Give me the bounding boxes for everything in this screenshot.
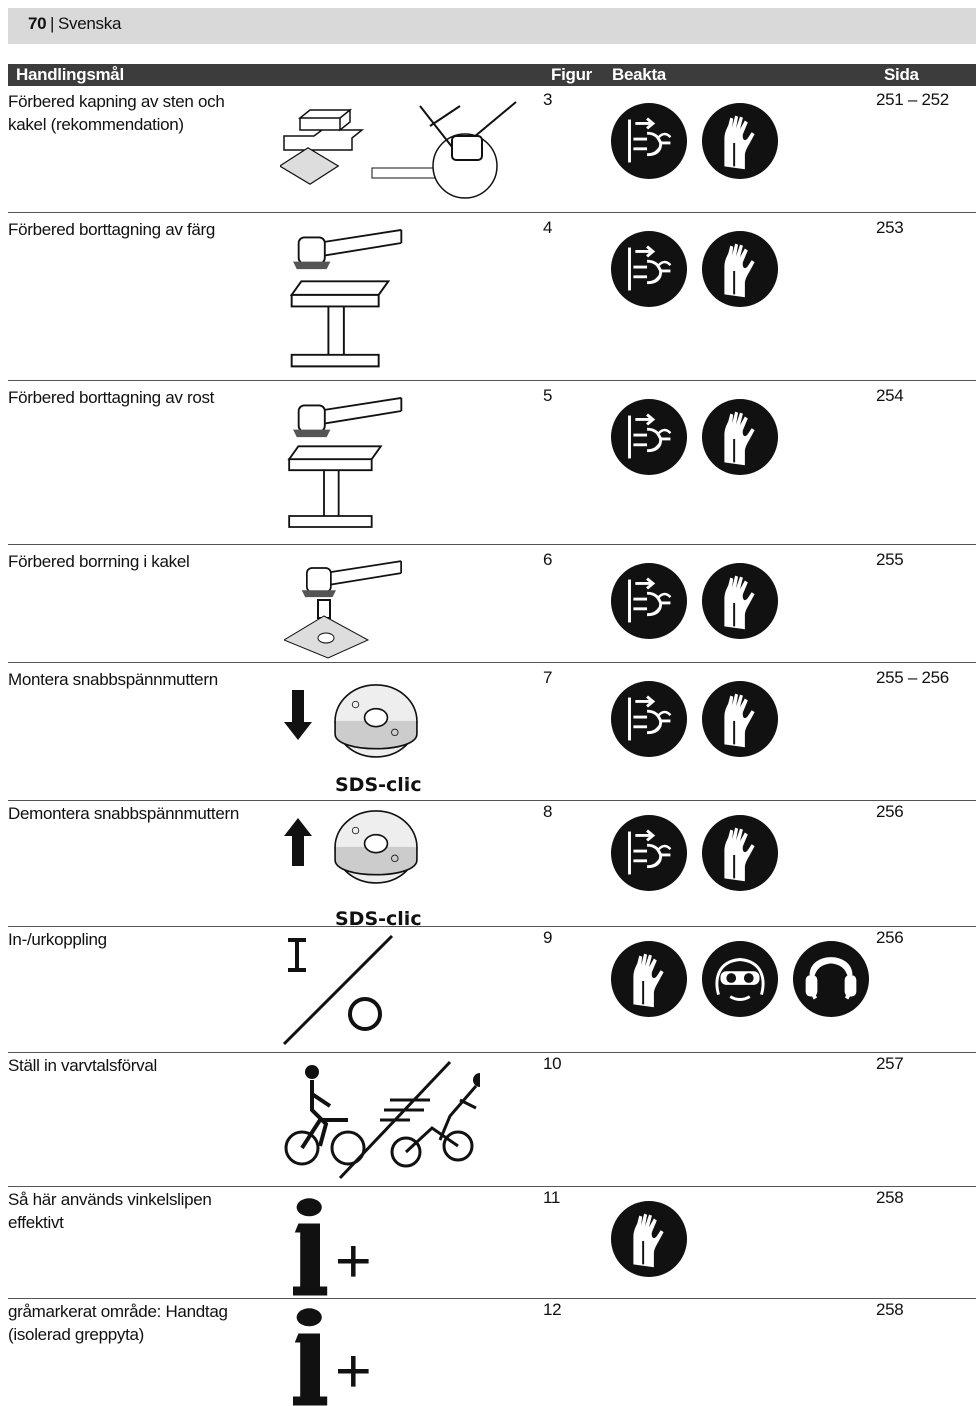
page-ref: 258 bbox=[876, 1188, 904, 1207]
safety-icon-gloves bbox=[701, 230, 779, 308]
safety-icon-gloves bbox=[610, 940, 688, 1018]
figure-image bbox=[288, 396, 403, 528]
row-separator bbox=[8, 544, 976, 545]
figure-image bbox=[284, 1306, 374, 1406]
safety-icon-gloves bbox=[701, 562, 779, 640]
safety-icon-gloves bbox=[701, 398, 779, 476]
action-label: Så här används vinkelslipen effektivt bbox=[8, 1190, 212, 1232]
figure-image bbox=[284, 810, 418, 884]
safety-icon-unplug bbox=[610, 102, 688, 180]
safety-icon-gloves bbox=[701, 680, 779, 758]
figure-image bbox=[290, 228, 403, 368]
table-header: Handlingsmål Figur Beakta Sida bbox=[8, 64, 976, 86]
page-ref: 256 bbox=[876, 802, 904, 821]
safety-icon-gloves bbox=[701, 814, 779, 892]
safety-icon-unplug bbox=[610, 230, 688, 308]
page-ref: 253 bbox=[876, 218, 904, 237]
figure-image bbox=[284, 684, 418, 758]
page-number: 70 bbox=[28, 14, 47, 33]
figure-image bbox=[282, 934, 394, 1046]
action-label: Förbered kapning av sten och kakel (reko… bbox=[8, 92, 225, 134]
figure-number: 12 bbox=[543, 1300, 562, 1319]
col-header: Handlingsmål bbox=[16, 65, 124, 84]
safety-icon-unplug bbox=[610, 680, 688, 758]
figure-image bbox=[284, 1196, 374, 1296]
figure-number: 11 bbox=[543, 1188, 561, 1207]
page-ref: 251 – 252 bbox=[876, 90, 949, 109]
row-separator bbox=[8, 380, 976, 381]
page-ref: 257 bbox=[876, 1054, 904, 1073]
figure-number: 4 bbox=[543, 218, 553, 237]
safety-icon-unplug bbox=[610, 814, 688, 892]
row-separator bbox=[8, 212, 976, 213]
header-band: 70 | Svenska bbox=[8, 8, 976, 44]
action-label: Förbered borttagning av färg bbox=[8, 220, 216, 239]
language: Svenska bbox=[58, 14, 122, 33]
page-ref: 256 bbox=[876, 928, 904, 947]
figure-number: 7 bbox=[543, 668, 553, 687]
action-label: gråmarkerat område: Handtag (isolerad gr… bbox=[8, 1302, 228, 1344]
safety-icon-gloves bbox=[610, 1200, 688, 1278]
row-separator bbox=[8, 926, 976, 927]
figure-number: 6 bbox=[543, 550, 553, 569]
action-label: In-/urkoppling bbox=[8, 930, 107, 949]
page-ref: 255 bbox=[876, 550, 904, 569]
figure-number: 3 bbox=[543, 90, 553, 109]
page-ref: 255 – 256 bbox=[876, 668, 949, 687]
col-header: Beakta bbox=[612, 65, 666, 84]
image-label: SDS-clic bbox=[335, 908, 422, 930]
row-separator bbox=[8, 800, 976, 801]
page-ref: 258 bbox=[876, 1300, 904, 1319]
row-separator bbox=[8, 1298, 976, 1299]
safety-icon-gloves bbox=[701, 102, 779, 180]
action-label: Förbered borttagning av rost bbox=[8, 388, 215, 407]
row-separator bbox=[8, 662, 976, 663]
row-separator bbox=[8, 1052, 976, 1053]
safety-icon-unplug bbox=[610, 398, 688, 476]
safety-icon-ear bbox=[792, 940, 870, 1018]
action-label: Förbered borrning i kakel bbox=[8, 552, 190, 571]
col-header: Figur bbox=[551, 65, 592, 84]
figure-number: 9 bbox=[543, 928, 553, 947]
figure-number: 8 bbox=[543, 802, 553, 821]
row-separator bbox=[8, 1186, 976, 1187]
figure-number: 10 bbox=[543, 1054, 562, 1073]
page-ref: 254 bbox=[876, 386, 904, 405]
action-label: Demontera snabbspännmuttern bbox=[8, 804, 239, 823]
safety-icon-goggles bbox=[701, 940, 779, 1018]
figure-number: 5 bbox=[543, 386, 553, 405]
separator: | bbox=[50, 14, 55, 33]
safety-icon-unplug bbox=[610, 562, 688, 640]
action-label: Ställ in varvtalsförval bbox=[8, 1056, 157, 1075]
figure-image bbox=[280, 101, 517, 199]
col-header: Sida bbox=[884, 65, 919, 84]
action-label: Montera snabbspännmuttern bbox=[8, 670, 218, 689]
figure-image bbox=[284, 560, 403, 659]
image-label: SDS-clic bbox=[335, 774, 422, 796]
figure-image bbox=[284, 1060, 480, 1180]
